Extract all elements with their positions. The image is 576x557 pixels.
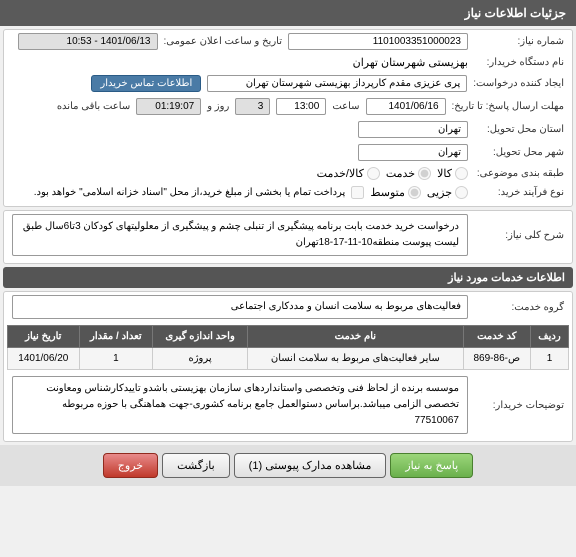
form-panel: شماره نیاز: تاریخ و ساعت اعلان عمومی: نا… — [3, 29, 573, 207]
cell-date: 1401/06/20 — [8, 348, 80, 370]
cell-code: ص-86-869 — [463, 348, 530, 370]
announce-field — [18, 33, 158, 50]
services-panel: گروه خدمت: فعالیت‌های مربوط به سلامت انس… — [3, 291, 573, 442]
province-label: استان محل تحویل: — [474, 124, 564, 135]
buyer-value: بهزیستی شهرستان تهران — [353, 56, 468, 69]
footer-bar: پاسخ به نیاز مشاهده مدارک پیوستی (1) باز… — [0, 445, 576, 486]
service-text: خدمت — [386, 167, 415, 180]
requester-field — [207, 75, 467, 92]
time-label-1: ساعت — [332, 101, 359, 112]
days-field — [235, 98, 270, 115]
medium-text: متوسط — [370, 186, 405, 199]
small-text: جزیی — [427, 186, 452, 199]
service-radio[interactable] — [418, 167, 431, 180]
th-name: نام خدمت — [248, 326, 464, 348]
overall-desc-label: شرح کلی نیاز: — [474, 230, 564, 241]
medium-radio[interactable] — [408, 186, 421, 199]
deadline-date-field — [366, 98, 446, 115]
service-group-box: فعالیت‌های مربوط به سلامت انسان و مددکار… — [12, 295, 468, 319]
attachments-button[interactable]: مشاهده مدارک پیوستی (1) — [234, 453, 387, 478]
request-no-field — [288, 33, 468, 50]
deadline-label: مهلت ارسال پاسخ: تا تاریخ: — [452, 101, 564, 112]
deadline-time-field — [276, 98, 326, 115]
buyer-label: نام دستگاه خریدار: — [474, 57, 564, 68]
process-label: نوع فرآیند خرید: — [474, 187, 564, 198]
th-code: کد خدمت — [463, 326, 530, 348]
remaining-label: ساعت باقی مانده — [57, 101, 130, 112]
both-text: کالا/خدمت — [317, 167, 364, 180]
both-radio[interactable] — [367, 167, 380, 180]
requester-label: ایجاد کننده درخواست: — [473, 78, 564, 89]
small-radio[interactable] — [455, 186, 468, 199]
buyer-notes-label: توضیحات خریدار: — [474, 400, 564, 411]
back-button[interactable]: بازگشت — [162, 453, 230, 478]
window-title: جزئیات اطلاعات نیاز — [0, 0, 576, 26]
cell-name: سایر فعالیت‌های مربوط به سلامت انسان — [248, 348, 464, 370]
request-no-label: شماره نیاز: — [474, 36, 564, 47]
city-label: شهر محل تحویل: — [474, 147, 564, 158]
contact-buyer-button[interactable]: اطلاعات تماس خریدار — [91, 75, 201, 92]
th-date: تاریخ نیاز — [8, 326, 80, 348]
services-table: ردیف کد خدمت نام خدمت واحد اندازه گیری ت… — [7, 325, 569, 370]
services-info-header: اطلاعات خدمات مورد نیاز — [3, 267, 573, 288]
overall-desc-box: درخواست خرید خدمت بابت برنامه پیشگیری از… — [12, 214, 468, 256]
service-group-label: گروه خدمت: — [474, 302, 564, 313]
cell-idx: 1 — [530, 348, 568, 370]
payment-checkbox[interactable] — [351, 186, 364, 199]
th-idx: ردیف — [530, 326, 568, 348]
th-qty: تعداد / مقدار — [79, 326, 153, 348]
city-field — [358, 144, 468, 161]
day-label: روز و — [207, 101, 229, 112]
desc-panel: شرح کلی نیاز: درخواست خرید خدمت بابت برن… — [3, 210, 573, 264]
table-row[interactable]: 1 ص-86-869 سایر فعالیت‌های مربوط به سلام… — [8, 348, 569, 370]
category-label: طبقه بندی موضوعی: — [474, 168, 564, 179]
payment-desc: پرداخت تمام یا بخشی از مبلغ خرید،از محل … — [34, 187, 346, 198]
exit-button[interactable]: خروج — [103, 453, 158, 478]
goods-radio[interactable] — [455, 167, 468, 180]
cell-qty: 1 — [79, 348, 153, 370]
province-field — [358, 121, 468, 138]
th-unit: واحد اندازه گیری — [153, 326, 248, 348]
buyer-notes-box: موسسه برنده از لحاظ فنی وتخصصی واستاندار… — [12, 376, 468, 434]
respond-button[interactable]: پاسخ به نیاز — [390, 453, 473, 478]
cell-unit: پروژه — [153, 348, 248, 370]
remaining-time-field — [136, 98, 201, 115]
announce-label: تاریخ و ساعت اعلان عمومی: — [164, 36, 283, 47]
goods-text: کالا — [437, 167, 452, 180]
